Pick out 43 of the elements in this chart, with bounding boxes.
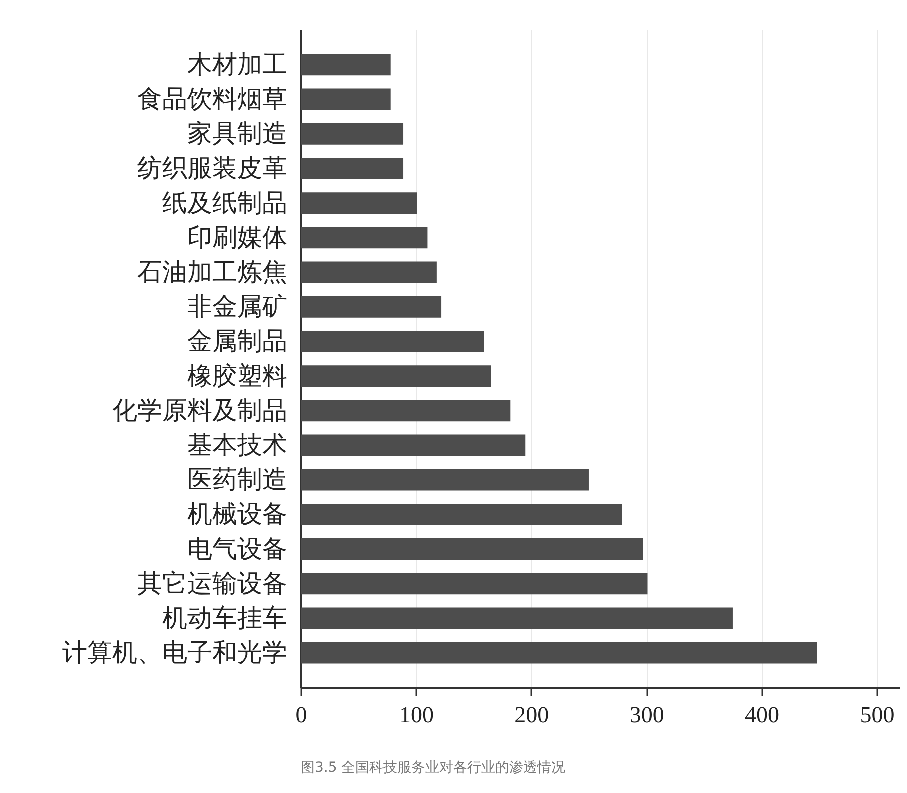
x-tick-label: 500 [860, 702, 895, 728]
y-tick-label: 金属制品 [188, 328, 288, 356]
y-tick-label: 机械设备 [188, 502, 288, 529]
y-tick-label: 石油加工炼焦 [138, 260, 288, 287]
y-tick-label: 木材加工 [188, 52, 288, 79]
y-tick-label: 印刷媒体 [188, 224, 288, 252]
y-tick-label: 纸及纸制品 [162, 190, 288, 218]
x-tick-label: 100 [399, 702, 434, 728]
bar [301, 642, 818, 664]
x-tick-label: 300 [630, 702, 664, 728]
y-tick-label: 化学原料及制品 [112, 398, 288, 425]
bar [301, 330, 484, 352]
y-tick-label: 橡胶塑料 [188, 362, 288, 390]
y-tick-label: 非金属矿 [188, 293, 288, 322]
bar [301, 192, 418, 214]
bar [301, 538, 644, 560]
bar [301, 123, 404, 145]
bar [301, 469, 589, 491]
y-tick-label: 纺织服装皮革 [138, 154, 288, 183]
bar [301, 573, 648, 595]
y-tick-label: 食品饮料烟草 [138, 86, 288, 114]
bar [301, 434, 526, 456]
bar [301, 54, 391, 76]
bar [301, 262, 437, 284]
x-tick-label: 400 [745, 702, 780, 728]
bar [301, 400, 511, 422]
y-tick-label: 计算机、电子和光学 [62, 640, 288, 668]
bar [301, 608, 733, 630]
bar [301, 227, 428, 249]
y-tick-label: 机动车挂车 [162, 605, 288, 632]
y-tick-label: 医药制造 [188, 467, 288, 494]
y-tick-label: 基本技术 [188, 432, 288, 460]
x-tick-label: 0 [296, 702, 308, 728]
y-tick-label: 电气设备 [188, 536, 288, 564]
bar [301, 88, 391, 110]
x-tick-label: 200 [514, 702, 550, 728]
bar [301, 504, 622, 526]
y-tick-label: 其它运输设备 [138, 570, 288, 598]
bar [301, 158, 404, 180]
y-tick-label: 家具制造 [188, 120, 288, 148]
bar [301, 366, 492, 388]
caption: 图3.5 全国科技服务业对各行业的渗透情况 [301, 760, 566, 776]
bar [301, 296, 442, 318]
